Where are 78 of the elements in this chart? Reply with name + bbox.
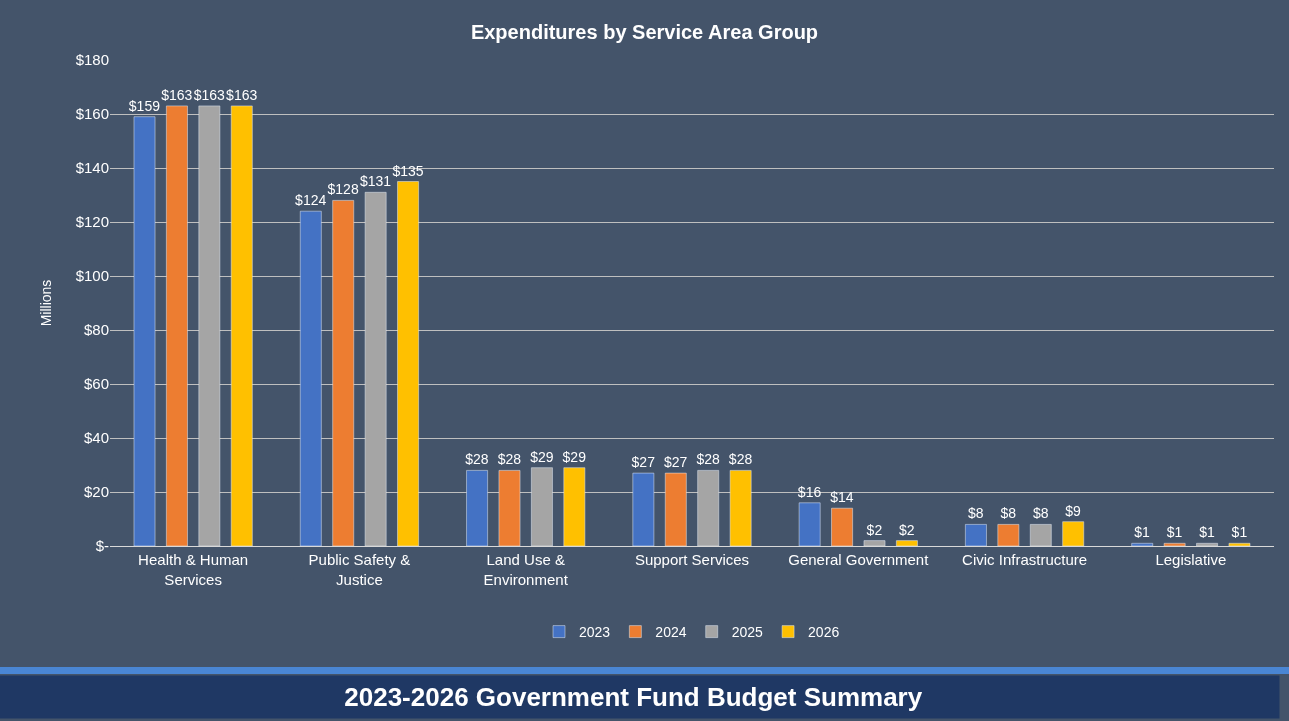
bar <box>300 210 322 546</box>
y-tick-label: $180 <box>75 51 109 69</box>
legend-label: 2023 <box>579 624 611 641</box>
data-label: $27 <box>664 454 688 471</box>
data-label: $8 <box>968 505 984 522</box>
bar <box>498 470 521 546</box>
x-tick-label: General Government <box>788 551 930 568</box>
data-label: $1 <box>1199 524 1215 541</box>
bar <box>697 470 719 546</box>
chart-title: Expenditures by Service Area Group <box>470 21 819 44</box>
x-tick-label: Health & Human Services <box>138 551 249 588</box>
y-tick-label: $100 <box>75 267 109 285</box>
data-label: $1 <box>1166 524 1183 541</box>
bar <box>997 524 1020 546</box>
bar <box>364 192 387 546</box>
y-tick-label: $80 <box>83 321 109 339</box>
data-label: $28 <box>696 451 720 468</box>
bar <box>1163 543 1186 546</box>
bar <box>632 472 655 546</box>
bar <box>133 116 156 546</box>
bar <box>1131 543 1154 546</box>
data-label: $28 <box>465 451 489 468</box>
bar <box>198 105 221 546</box>
y-tick-label: $60 <box>83 375 109 393</box>
x-tick-label: Land Use & Environment <box>483 551 569 588</box>
data-label: $27 <box>631 454 656 471</box>
bar <box>1196 543 1218 546</box>
bar <box>1228 543 1251 546</box>
y-tick-label: $160 <box>75 105 109 123</box>
data-label: $163 <box>161 86 193 103</box>
x-tick-label: Legislative <box>1155 551 1227 568</box>
bar <box>563 467 586 546</box>
bar <box>729 470 752 546</box>
bar <box>397 181 419 546</box>
data-label: $163 <box>226 86 258 103</box>
data-label: $14 <box>830 489 854 506</box>
legend-label: 2024 <box>655 624 687 641</box>
data-label: $29 <box>530 448 554 465</box>
bar <box>230 105 253 546</box>
y-tick-label: $140 <box>75 159 109 177</box>
bar <box>166 105 188 546</box>
bar <box>531 467 553 546</box>
x-tick-label: Civic Infrastructure <box>962 551 1088 568</box>
text: 2023-2026 Government Fund Budget Summary <box>344 682 923 712</box>
bar <box>466 470 488 546</box>
data-label: $28 <box>728 451 753 468</box>
data-label: $9 <box>1065 502 1082 519</box>
data-label: $128 <box>327 181 359 198</box>
bar <box>863 540 886 546</box>
y-tick-label: $20 <box>83 483 109 501</box>
x-tick-label: Support Services <box>634 551 750 568</box>
y-tick-label: $- <box>95 537 109 555</box>
bar <box>798 502 821 546</box>
data-label: $29 <box>562 448 587 465</box>
bar <box>332 200 354 546</box>
bar <box>1030 524 1052 546</box>
data-label: $28 <box>497 451 522 468</box>
data-label: $8 <box>1032 505 1049 522</box>
bar <box>896 540 918 546</box>
y-tick-label: $40 <box>83 429 109 447</box>
legend-label: 2025 <box>731 624 764 641</box>
bar <box>665 472 687 546</box>
data-label: $8 <box>1000 505 1017 522</box>
data-label: $124 <box>295 192 327 209</box>
data-label: $2 <box>866 521 883 538</box>
bar <box>965 524 987 546</box>
data-label: $1 <box>1231 524 1248 541</box>
y-axis-title: Millions <box>38 279 55 327</box>
bar <box>1062 521 1084 546</box>
bar <box>831 507 853 546</box>
data-label: $131 <box>359 173 392 190</box>
data-label: $163 <box>193 86 226 103</box>
legend-label: 2026 <box>808 624 840 641</box>
x-tick-label: Public Safety & Justice <box>308 551 411 588</box>
data-label: $2 <box>899 521 915 538</box>
data-label: $1 <box>1134 524 1151 541</box>
data-label: $159 <box>128 97 161 114</box>
y-tick-label: $120 <box>75 213 109 231</box>
